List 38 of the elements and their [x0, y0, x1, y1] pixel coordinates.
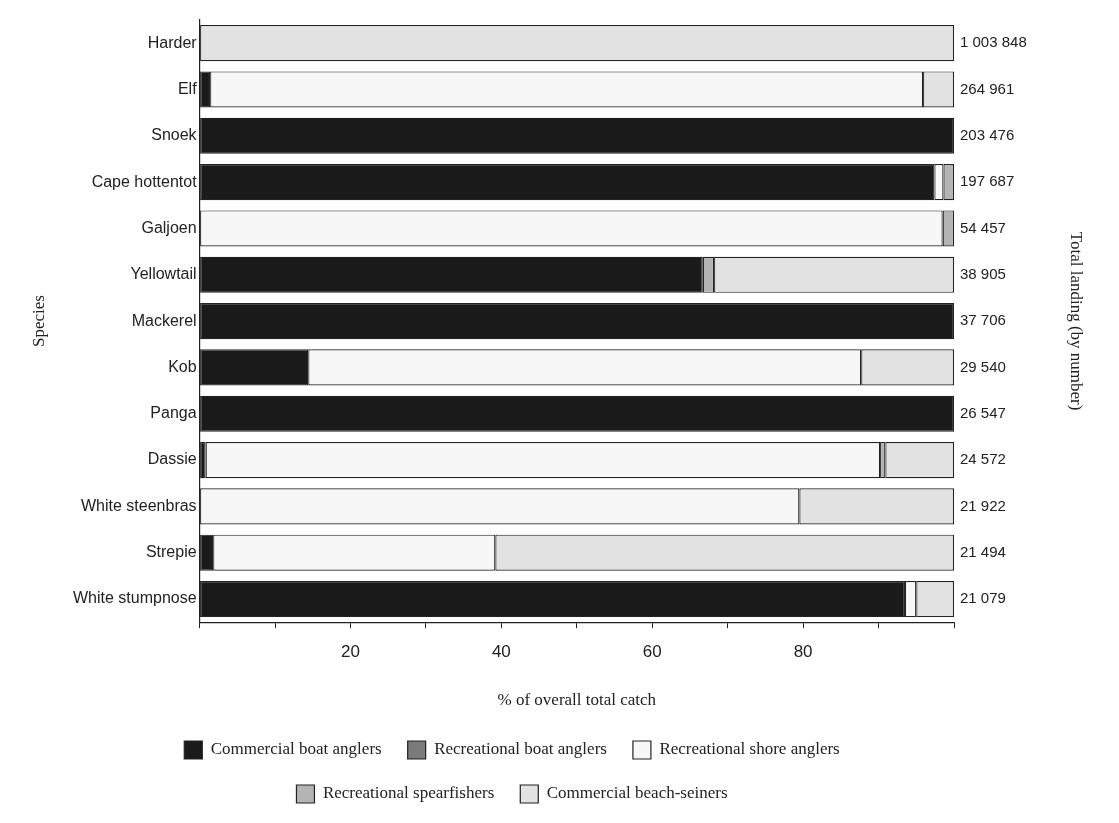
y-axis-title: Species — [29, 295, 49, 348]
text: 21 922 — [960, 496, 1006, 514]
y-tick-label: Harder — [147, 33, 198, 51]
text: 197 687 — [960, 172, 1015, 190]
y-tick-label: Strepie — [145, 543, 197, 561]
y-tick-label: Galjoen — [141, 218, 197, 236]
y-tick-label: Mackerel — [131, 311, 197, 329]
legend-label: Commercial boat anglers — [210, 739, 382, 759]
text: 54 457 — [960, 218, 1006, 236]
text: 203 476 — [960, 125, 1015, 143]
text: 24 572 — [960, 450, 1006, 468]
y-tick-label: Yellowtail — [130, 265, 197, 283]
text: 38 905 — [960, 264, 1006, 282]
y-tick-label: Elf — [177, 79, 198, 97]
legend-label: Recreational boat anglers — [434, 739, 607, 759]
y-tick-label: Cape hottentot — [91, 172, 198, 190]
legend-label: Recreational spearfishers — [322, 783, 495, 803]
text: 29 540 — [960, 357, 1006, 375]
y-tick-label: Dassie — [147, 450, 197, 468]
y-tick-label: White stumpnose — [73, 589, 197, 607]
x-tick-label: 60 — [642, 642, 662, 662]
text: 21 494 — [960, 542, 1006, 560]
text: 21 079 — [960, 589, 1006, 607]
y-tick-label: Kob — [168, 357, 197, 375]
y-tick-label: White steenbras — [81, 496, 197, 514]
text: 1 003 848 — [960, 33, 1027, 51]
text: 264 961 — [960, 79, 1015, 97]
y-tick-label: Snoek — [151, 126, 198, 144]
y-tick-label: Panga — [150, 404, 197, 422]
legend-label: Commercial beach-seiners — [546, 783, 728, 803]
text: 37 706 — [960, 311, 1006, 329]
x-tick-label: 80 — [793, 642, 813, 662]
x-tick-label: 40 — [491, 642, 511, 662]
x-axis-title: % of overall total catch — [497, 690, 657, 710]
text: 26 547 — [960, 403, 1006, 421]
x-tick-label: 20 — [341, 642, 360, 662]
legend-label: Recreational shore anglers — [659, 739, 840, 759]
text: Total landing (by number) — [1066, 231, 1086, 411]
